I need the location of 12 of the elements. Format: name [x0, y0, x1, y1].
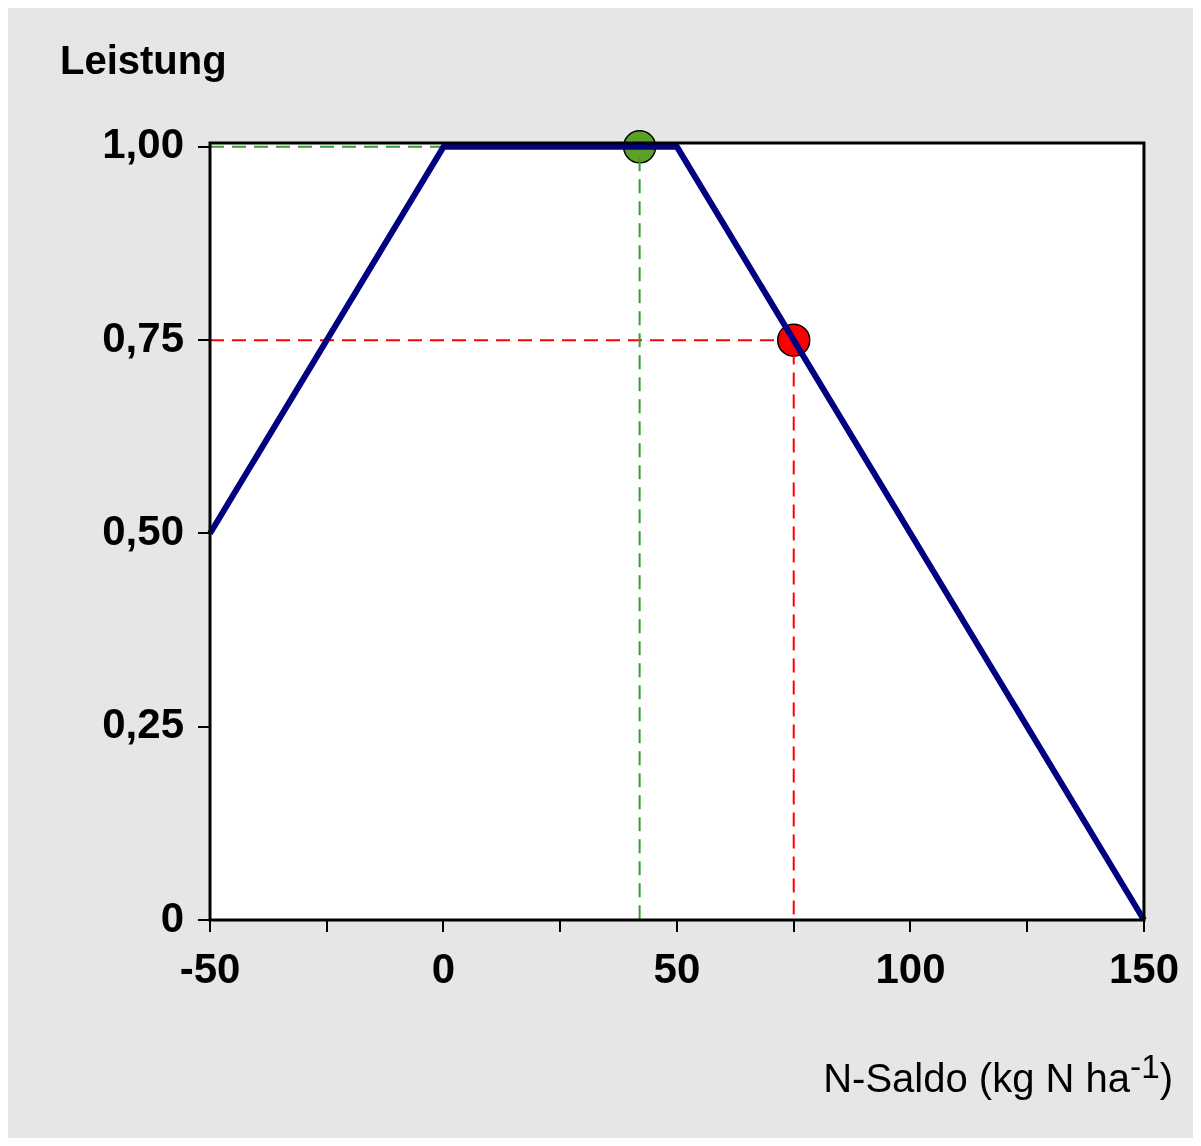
x-tick-label: -50 [179, 944, 241, 992]
x-tick-label: 150 [1108, 944, 1179, 992]
y-tick-label: 0,25 [102, 700, 184, 748]
y-tick-label: 1,00 [102, 120, 184, 168]
x-axis-title: N-Saldo (kg N ha$^{-1}$) [823, 1048, 1173, 1102]
x-tick-label: 50 [653, 944, 701, 992]
y-axis-title: Leistung [60, 38, 227, 83]
y-tick-label: 0 [160, 893, 184, 941]
x-tick-label: 100 [875, 944, 946, 992]
y-tick-label: 0,50 [102, 507, 184, 555]
x-tick-label: 0 [431, 944, 456, 992]
y-tick-label: 0,75 [102, 313, 184, 361]
